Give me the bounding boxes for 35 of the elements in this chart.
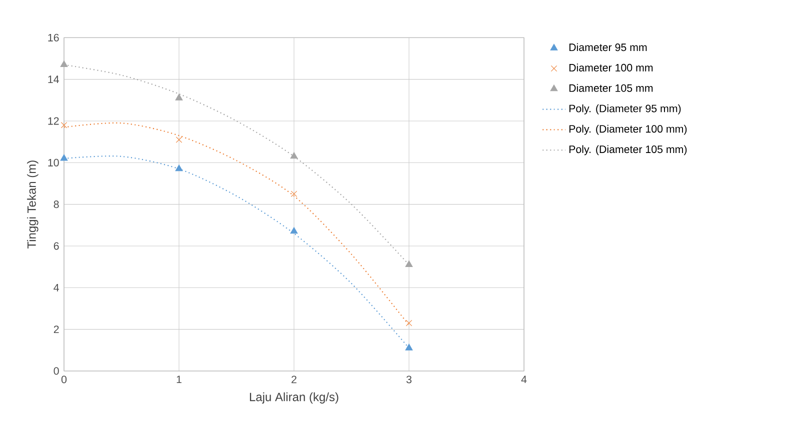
point [60,60,68,68]
y-tick-label: 0 [54,367,59,375]
y-tick-label: 4 [54,284,59,292]
point [175,164,183,172]
point [175,94,183,100]
y-tick-label: 8 [54,200,59,208]
point [176,136,182,143]
x-tick-label: 2 [292,376,296,384]
x-tick-label: 1 [176,376,182,384]
y-tick-label: 6 [54,242,59,250]
y-tick-label: 14 [48,76,59,83]
legend-label: Poly. (Diameter 105 mm) [569,145,687,156]
line-series [64,122,410,326]
y-axis-title: Tinggi Tekan (m) [27,160,38,249]
x-axis-title: Laju Aliran (kg/s) [250,392,338,404]
point [290,190,298,197]
y-tick-label: 12 [48,117,59,125]
x-tick-label: 4 [521,376,527,384]
x-tick-label: 3 [406,376,412,384]
point [290,227,298,234]
y-tick-label: 2 [54,326,59,334]
point [60,122,68,128]
point [406,320,412,326]
point [405,260,413,268]
y-tick-label: 16 [48,34,59,42]
point [405,344,413,350]
y-tick-label: 10 [48,158,59,166]
legend-label: Diameter 100 mm [569,64,653,72]
legend-label: Poly. (Diameter 100 mm) [569,124,687,135]
point [60,154,68,161]
x-tick-label: 0 [61,376,67,384]
legend-label: Diameter 95 mm [569,43,647,52]
legend-label: Poly. (Diameter 95 mm) [569,104,681,114]
point [290,152,298,159]
legend-label: Diameter 105 mm [569,84,653,92]
